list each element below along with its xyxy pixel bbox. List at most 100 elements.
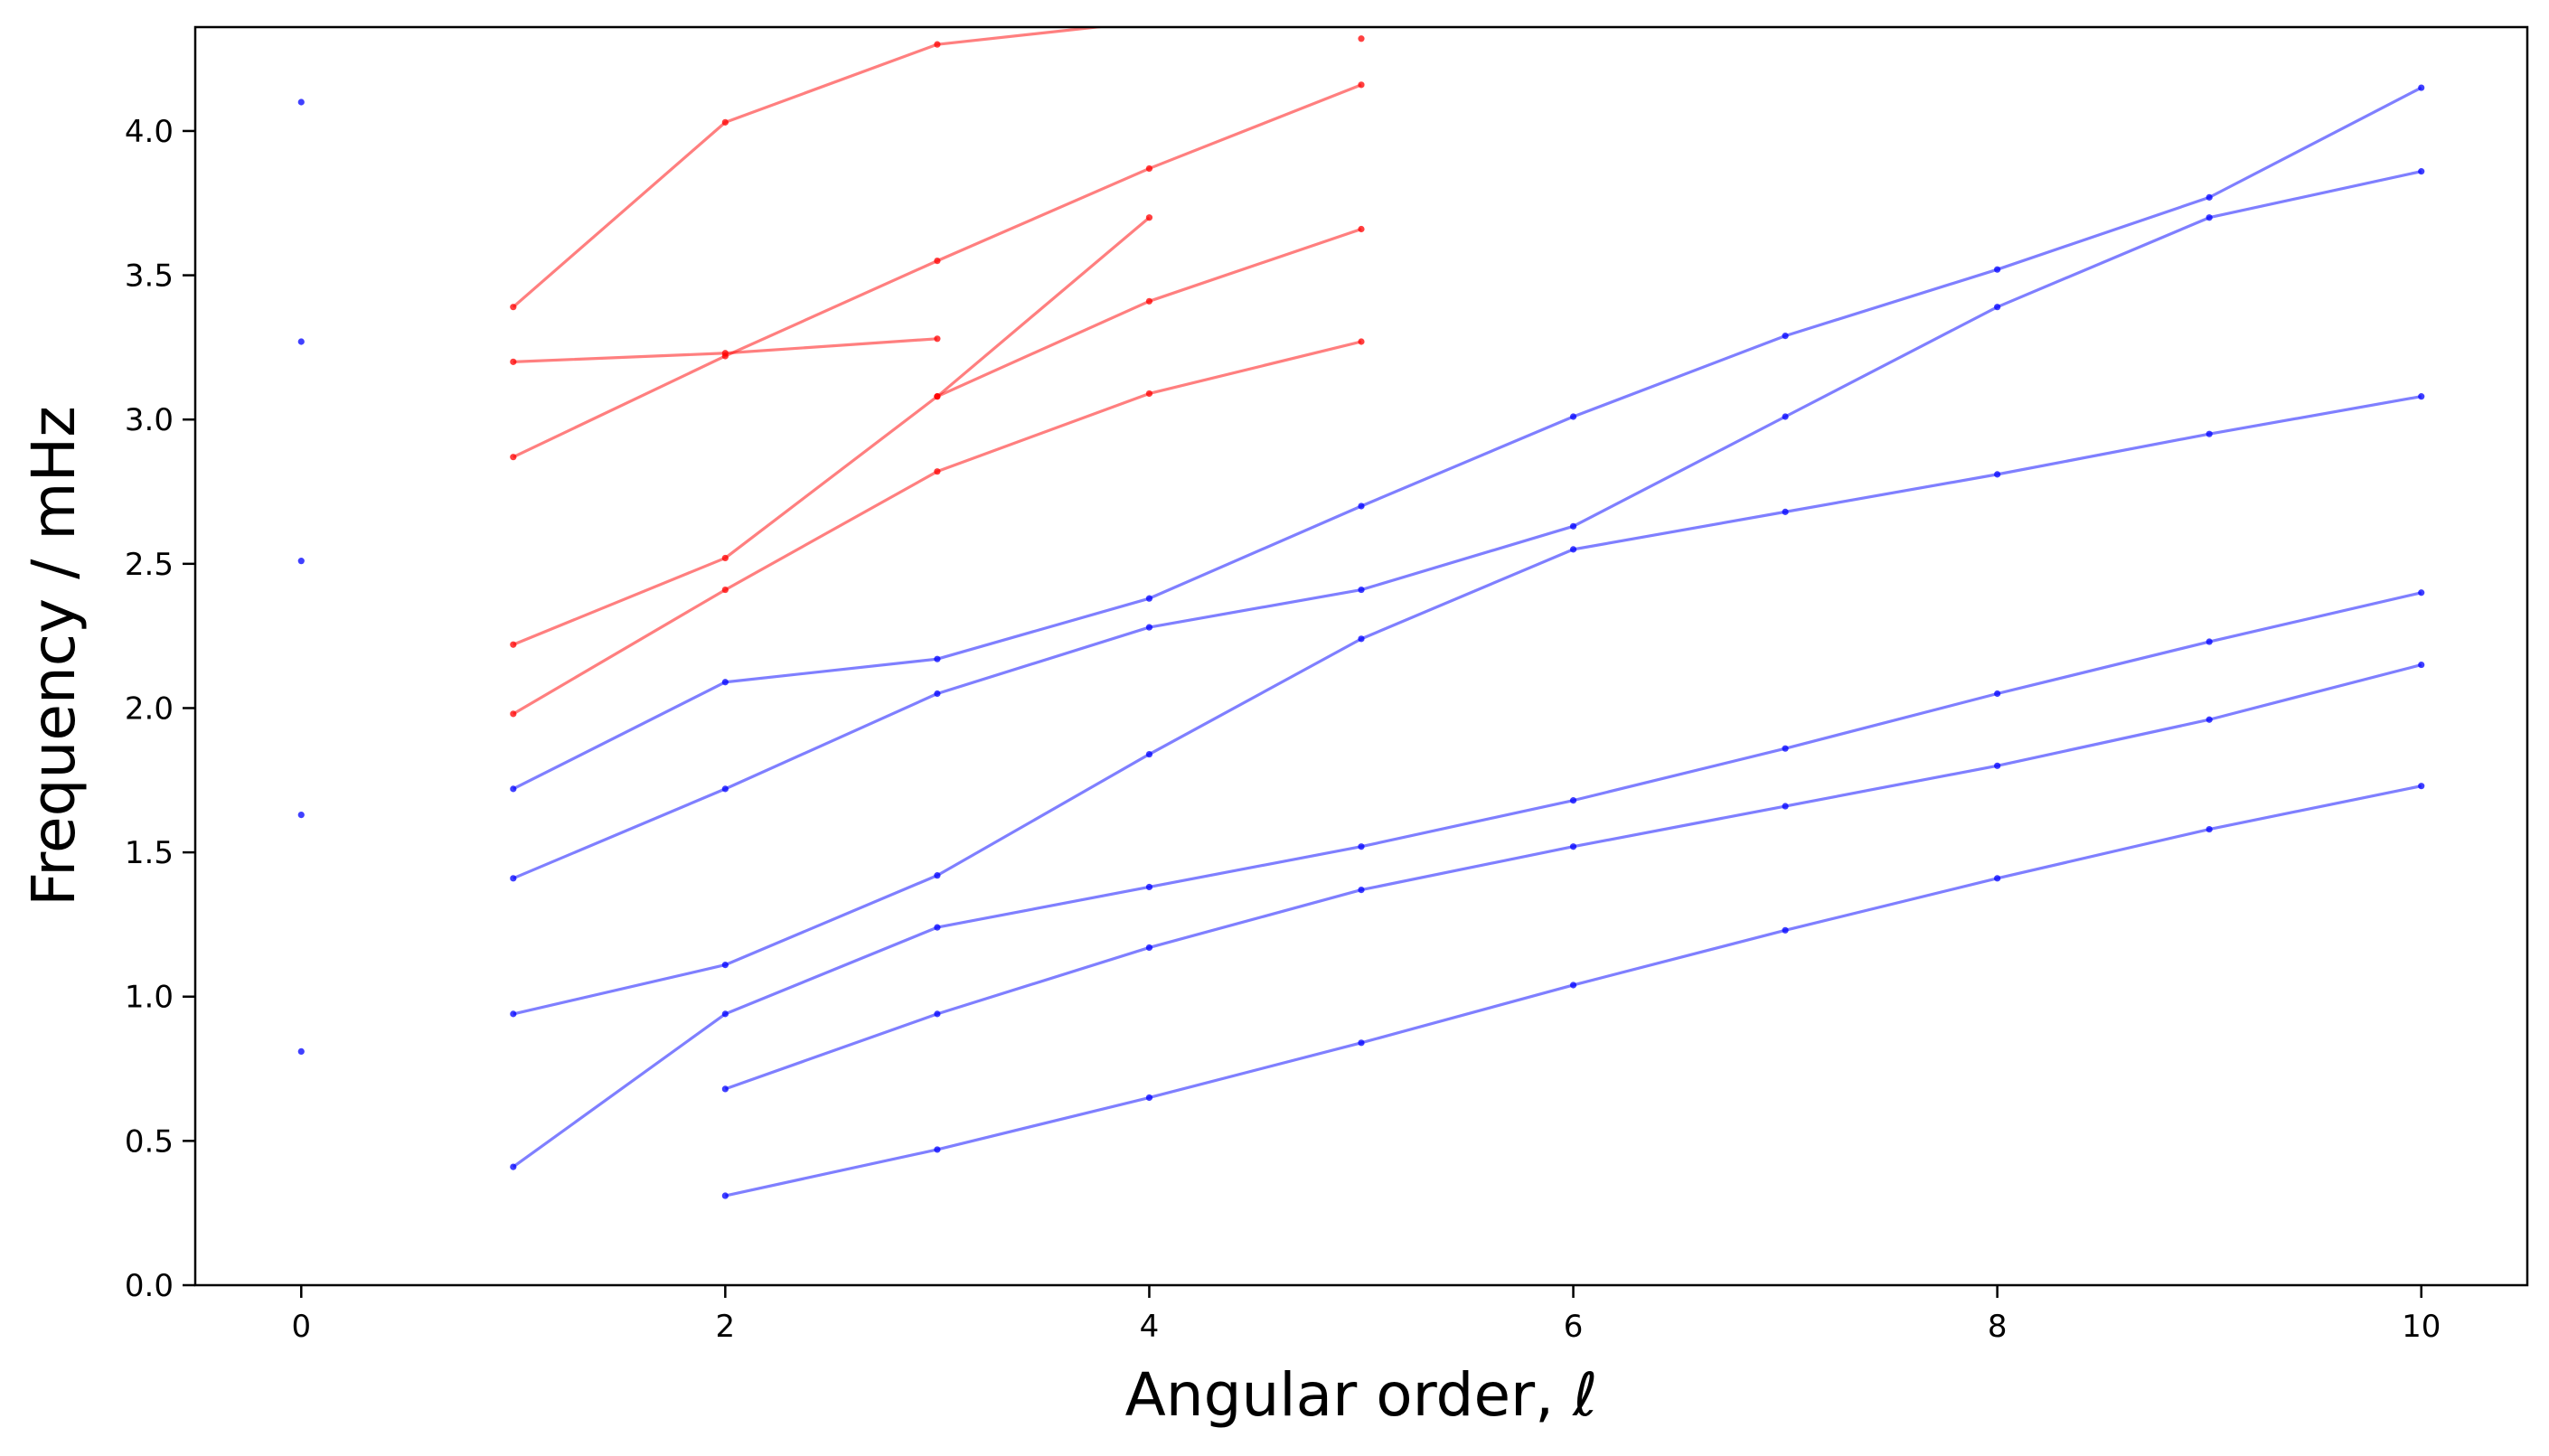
data-point: [1145, 595, 1153, 602]
data-point: [1145, 297, 1153, 305]
red-series: [510, 27, 1110, 311]
data-point: [1145, 750, 1153, 758]
series-layer: [297, 27, 2425, 1199]
data-point: [721, 554, 729, 562]
data-point: [1782, 803, 1789, 810]
data-point: [510, 875, 517, 882]
data-point: [1569, 413, 1577, 420]
data-point: [934, 41, 941, 48]
x-axis: 0 2 4 6 8 10: [291, 1285, 2441, 1345]
data-point: [934, 335, 941, 343]
data-point: [934, 924, 941, 931]
blue-series: [510, 589, 2425, 1170]
data-point: [2418, 661, 2425, 669]
series-line: [513, 86, 2422, 791]
series-line: [513, 170, 2422, 880]
series-line: [512, 27, 1110, 308]
data-point: [1358, 338, 1365, 345]
x-tick-label: 4: [1140, 1309, 1160, 1345]
data-point: [2418, 168, 2425, 175]
data-point: [1145, 164, 1153, 173]
data-point: [1358, 1039, 1365, 1047]
y-tick-label: 1.5: [125, 835, 174, 871]
data-point: [510, 641, 517, 648]
data-point: [1358, 635, 1365, 643]
data-point: [1569, 843, 1577, 850]
series-line: [513, 395, 2422, 1016]
data-point: [1569, 522, 1577, 530]
data-point: [1358, 81, 1365, 89]
blue-series: [297, 338, 305, 345]
data-point: [510, 454, 517, 461]
y-tick-label: 2.5: [125, 547, 174, 583]
y-axis: 0.0 0.5 1.0 1.5 2.0 2.5 3.0 3.5 4.0: [125, 114, 195, 1304]
data-point: [1782, 745, 1789, 752]
data-point: [510, 785, 517, 793]
data-point: [1569, 546, 1577, 553]
data-point: [2418, 84, 2425, 91]
y-axis-label: Frequency / mHz: [19, 406, 89, 906]
red-series: [510, 225, 1365, 648]
blue-series: [510, 393, 2425, 1018]
data-point: [1145, 624, 1153, 631]
y-tick-label: 1.0: [125, 980, 174, 1016]
blue-series: [297, 558, 305, 565]
data-point: [2206, 825, 2213, 833]
data-point: [1145, 214, 1153, 221]
blue-series: [297, 99, 305, 106]
data-point: [1358, 843, 1365, 850]
red-series: [510, 338, 1365, 718]
data-point: [1782, 413, 1789, 420]
y-tick-label: 3.5: [125, 258, 174, 295]
data-point: [1145, 390, 1153, 398]
series-line: [512, 591, 2422, 1169]
data-point: [721, 352, 729, 360]
data-point: [721, 785, 729, 793]
y-tick-label: 4.0: [125, 114, 174, 150]
data-point: [1569, 982, 1577, 989]
data-point: [1994, 762, 2001, 769]
data-point: [934, 393, 941, 400]
x-tick-label: 8: [1988, 1309, 2008, 1345]
data-point: [1358, 503, 1365, 510]
data-point: [721, 1192, 729, 1199]
data-point: [297, 99, 305, 106]
blue-series: [297, 1047, 305, 1055]
blue-series: [721, 661, 2425, 1093]
data-point: [510, 304, 517, 311]
red-series: [1358, 35, 1365, 42]
data-point: [297, 558, 305, 565]
x-tick-label: 2: [716, 1309, 736, 1345]
x-axis-label: Angular order, ℓ: [1125, 1360, 1598, 1430]
data-point: [2206, 638, 2213, 645]
data-point: [721, 118, 729, 126]
data-point: [721, 679, 729, 686]
data-point: [510, 358, 517, 365]
data-point: [934, 1010, 941, 1018]
data-point: [1994, 266, 2001, 273]
data-point: [1358, 35, 1365, 42]
data-point: [721, 1085, 729, 1093]
data-point: [2206, 193, 2213, 201]
data-point: [1994, 875, 2001, 882]
data-point: [934, 1146, 941, 1153]
plot-frame: [193, 25, 2529, 1287]
data-point: [1145, 944, 1153, 952]
series-line: [936, 216, 1151, 398]
data-point: [2418, 393, 2425, 400]
red-series: [510, 81, 1365, 461]
data-point: [934, 690, 941, 698]
data-point: [1994, 471, 2001, 478]
y-tick-label: 0.5: [125, 1123, 174, 1160]
data-point: [721, 962, 729, 969]
data-point: [510, 710, 517, 718]
y-tick-label: 3.0: [125, 402, 174, 438]
data-point: [1569, 797, 1577, 804]
data-point: [1782, 926, 1789, 934]
data-point: [721, 1010, 729, 1018]
data-point: [721, 586, 729, 594]
x-tick-label: 10: [2402, 1309, 2441, 1345]
data-point: [2206, 430, 2213, 437]
